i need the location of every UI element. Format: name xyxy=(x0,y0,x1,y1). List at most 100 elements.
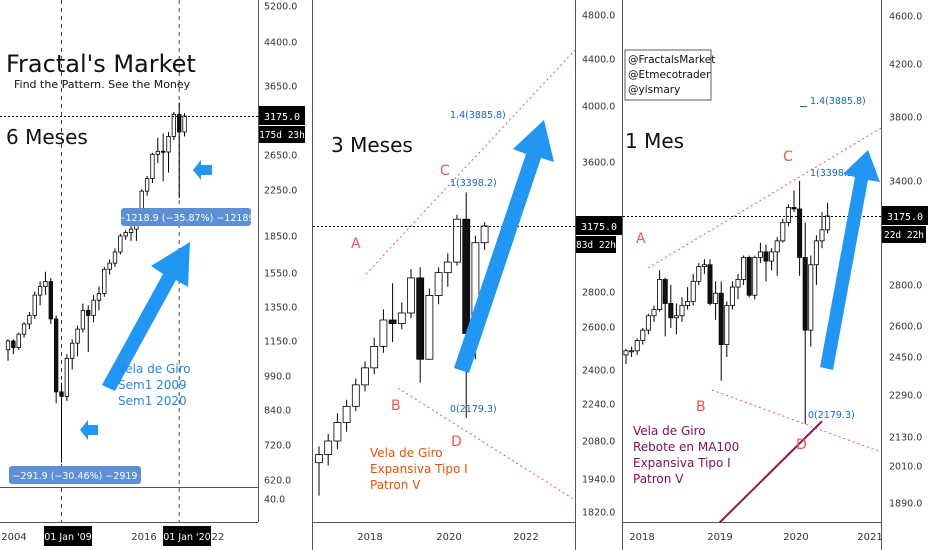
y-tick-label: 3800.0 xyxy=(889,113,922,124)
channel-lower-line xyxy=(711,389,881,453)
candle-body xyxy=(96,292,102,301)
candle-body xyxy=(416,277,425,360)
panel-1-mes: 4600.0 4200.0 3800.0 3400.0 2800.0 2600.0 2450… xyxy=(622,0,928,550)
y-tick-label: 2240.0 xyxy=(582,400,615,411)
candle-body xyxy=(634,340,640,352)
point-label-b: B xyxy=(696,399,706,415)
x-tick-label: 2020 xyxy=(783,532,808,543)
y-tick-label: 2010.0 xyxy=(889,462,922,473)
y-tick-label: 2400.0 xyxy=(582,366,615,377)
candle-body xyxy=(797,208,803,258)
point-label-a: A xyxy=(636,231,646,247)
measure-text-bottom: −291.9 (−30.46%) −2919 xyxy=(13,471,138,482)
trend-arrow-icon xyxy=(454,120,554,373)
y-tick-label: 2290.0 xyxy=(889,391,922,402)
candle-body xyxy=(27,315,32,325)
y-tick-label: 4600.0 xyxy=(889,12,922,23)
y-tick-label: 4000.0 xyxy=(582,102,615,113)
candle-body xyxy=(651,309,657,317)
candle-body xyxy=(86,309,91,316)
candles xyxy=(5,102,187,463)
candle-body xyxy=(160,150,166,153)
y-tick-label: 2650.0 xyxy=(264,151,297,162)
note-line: Patron V xyxy=(633,472,684,486)
candle-body xyxy=(825,215,831,231)
candle-body xyxy=(342,405,351,423)
candles xyxy=(623,181,831,424)
candle-body xyxy=(150,153,155,180)
candle-body xyxy=(724,305,730,345)
candle-body xyxy=(171,114,177,137)
candle-body xyxy=(370,345,379,369)
fib-label-mid: 1(3398.2) xyxy=(810,168,857,179)
candle-body xyxy=(752,256,758,296)
candle-body xyxy=(696,266,702,282)
measure-box-bottom[interactable] xyxy=(9,466,141,484)
candle-body xyxy=(315,454,323,464)
date-tag xyxy=(163,526,211,546)
candles xyxy=(315,192,489,496)
candle-body xyxy=(769,251,775,262)
y-tick-label: 4800.0 xyxy=(582,11,615,22)
candle-body xyxy=(388,319,397,324)
price-tag xyxy=(259,106,305,125)
x-tick-label: 2018 xyxy=(357,532,382,543)
y-tick-label: 720.0 xyxy=(264,441,291,452)
candle-body xyxy=(763,251,769,262)
candle-body xyxy=(118,235,123,253)
y-tick-label: 1550.0 xyxy=(264,269,297,280)
time-scale[interactable]: 2004 01 Jan '09 2016 01 Jan '20 22 xyxy=(1,526,224,546)
pointer-arrow-icon xyxy=(193,160,212,180)
timeframe-label: 3 Meses xyxy=(331,133,413,157)
y-tick-label: 2800.0 xyxy=(582,288,615,299)
fib-label-top: 1.4(3885.8) xyxy=(450,110,506,121)
y-tick-label: 4400.0 xyxy=(582,55,615,66)
x-tick-label: 01 Jan '20 xyxy=(163,532,210,543)
ma100-line xyxy=(718,420,823,522)
candle-body xyxy=(453,218,461,263)
time-scale[interactable]: 2018 2020 2022 xyxy=(357,532,538,543)
x-tick-label: 2004 xyxy=(1,532,26,543)
candle-body xyxy=(462,218,471,334)
y-tick-label: 2600.0 xyxy=(889,322,922,333)
note-line: Vela de Giro xyxy=(370,446,443,460)
candle-body xyxy=(718,292,724,346)
candle-body xyxy=(80,309,86,330)
candle-body xyxy=(166,136,171,153)
y-tick-label: 1150.0 xyxy=(264,337,297,348)
candle-body xyxy=(102,268,107,294)
point-label-d: D xyxy=(451,434,462,450)
candle-body xyxy=(443,261,452,274)
candle-body xyxy=(685,300,691,306)
price-scale[interactable]: 4800.0 4400.0 4000.0 3600.0 2800.0 2600.0 2400… xyxy=(582,11,615,519)
y-tick-label: 3600.0 xyxy=(582,158,615,169)
time-tag-text: 83d 22h xyxy=(576,240,616,251)
candle-body xyxy=(59,391,64,397)
candle-body xyxy=(107,262,112,270)
point-label-c: C xyxy=(783,149,793,165)
candle-body xyxy=(819,229,825,242)
y-tick-label: 3650.0 xyxy=(264,82,297,93)
credits-box xyxy=(624,49,712,101)
y-tick-label: 990.0 xyxy=(264,372,291,383)
fib-label-mid: 1(3398.2) xyxy=(450,178,497,189)
point-label-b: B xyxy=(391,398,401,414)
time-scale[interactable]: 2018 2019 2020 2021 xyxy=(629,532,882,543)
fib-label-low: 0(2179.3) xyxy=(450,404,497,415)
price-scale[interactable]: 5200.0 4400.0 3650.0 2650.0 2250.0 1850.0 1550… xyxy=(264,2,297,506)
candle-body xyxy=(112,251,118,264)
measure-box-top[interactable] xyxy=(121,208,251,226)
y-tick-label: 1350.0 xyxy=(264,303,297,314)
candle-body xyxy=(425,295,434,360)
candle-body xyxy=(480,225,489,244)
timeframe-label: 6 Meses xyxy=(6,125,88,149)
candle-body xyxy=(802,256,808,331)
date-tag xyxy=(44,526,92,546)
x-tick-label: 2018 xyxy=(629,532,654,543)
price-scale[interactable]: 4600.0 4200.0 3800.0 3400.0 2800.0 2600.0 2450… xyxy=(889,12,922,510)
candle-body xyxy=(43,281,48,287)
candle-body xyxy=(623,350,629,356)
candle-body xyxy=(21,323,27,335)
x-tick-label: 2020 xyxy=(436,532,461,543)
candle-body xyxy=(123,232,128,237)
